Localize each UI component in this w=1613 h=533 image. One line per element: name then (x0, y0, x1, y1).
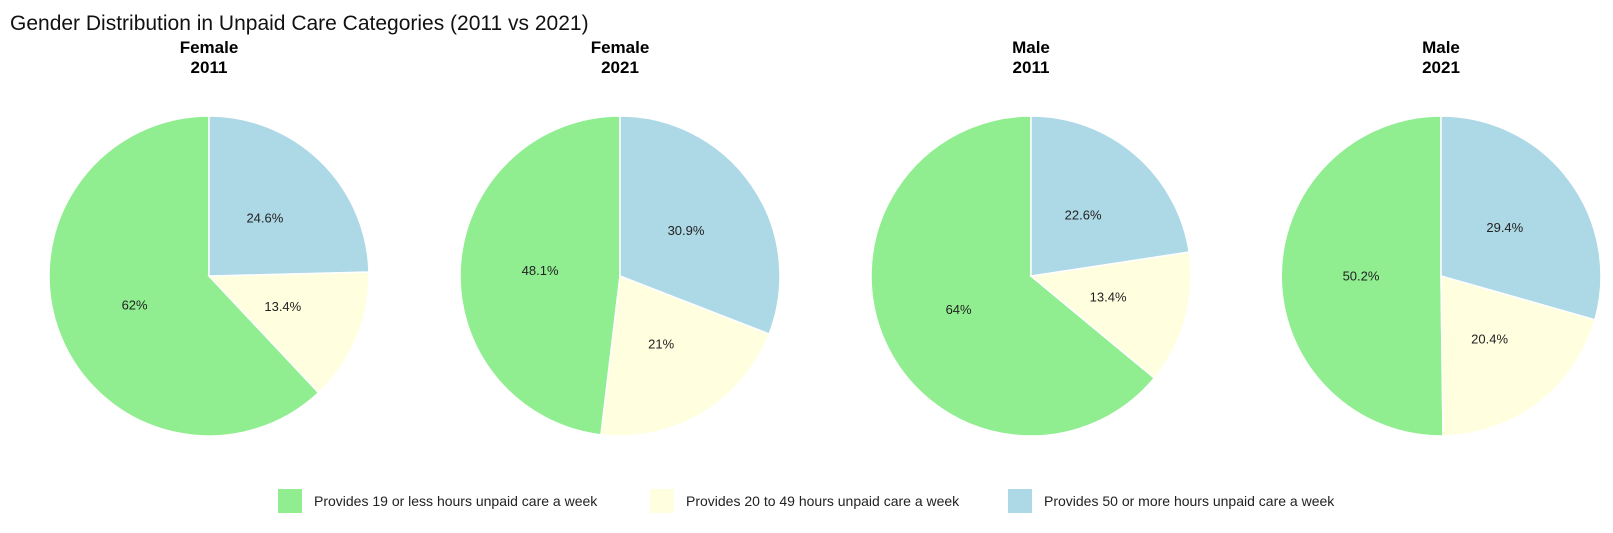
legend-item: Provides 19 or less hours unpaid care a … (278, 489, 598, 513)
panel-title-year: 2021 (1422, 58, 1460, 77)
panel-title-gender: Male (1012, 38, 1050, 57)
legend: Provides 19 or less hours unpaid care a … (278, 489, 1335, 513)
pie-slice (208, 115, 370, 277)
pie-slice (1440, 115, 1602, 321)
slice-label: 64% (946, 302, 972, 317)
legend-label: Provides 20 to 49 hours unpaid care a we… (686, 493, 960, 509)
panel-male-2011: Male 2011 64% 13.4% 22.6% (870, 38, 1192, 437)
chart-title: Gender Distribution in Unpaid Care Categ… (10, 12, 589, 35)
panel-female-2021: Female 2021 48.1% 21% 30.9% (459, 38, 781, 437)
legend-item: Provides 20 to 49 hours unpaid care a we… (650, 489, 960, 513)
slice-label: 50.2% (1343, 269, 1380, 284)
pie-slice (48, 115, 320, 437)
legend-label: Provides 19 or less hours unpaid care a … (314, 493, 598, 509)
slice-label: 29.4% (1486, 220, 1523, 235)
pie-slice (1280, 115, 1444, 437)
legend-swatch (278, 489, 302, 513)
slice-label: 62% (122, 297, 148, 312)
panel-title-year: 2011 (1013, 58, 1050, 77)
slice-label: 24.6% (246, 211, 283, 226)
slice-label: 48.1% (522, 263, 559, 278)
pie-slice (870, 115, 1156, 437)
pie-slice (1030, 115, 1191, 277)
slice-label: 30.9% (668, 223, 705, 238)
legend-item: Provides 50 or more hours unpaid care a … (1008, 489, 1335, 513)
panel-title-gender: Male (1422, 38, 1460, 57)
slice-label: 13.4% (1090, 289, 1127, 304)
pie-slice (1029, 251, 1192, 380)
legend-label: Provides 50 or more hours unpaid care a … (1044, 493, 1335, 509)
slice-label: 20.4% (1471, 332, 1508, 347)
pie-slice (207, 271, 370, 394)
panel-male-2021: Male 2021 50.2% 20.4% 29.4% (1280, 38, 1602, 437)
legend-swatch (650, 489, 674, 513)
panel-title-gender: Female (591, 38, 650, 57)
panel-title-year: 2021 (601, 58, 639, 77)
panel-title-gender: Female (180, 38, 239, 57)
pie-slice (459, 115, 621, 436)
legend-swatch (1008, 489, 1032, 513)
pie-slice (600, 274, 771, 437)
panel-female-2011: Female 2011 62% 13.4% 24.6% (48, 38, 370, 437)
pie-slice (619, 115, 781, 335)
slice-label: 21% (648, 337, 674, 352)
slice-label: 22.6% (1065, 207, 1102, 222)
pie-slice (1440, 275, 1596, 437)
slice-label: 13.4% (264, 299, 301, 314)
panel-title-year: 2011 (191, 58, 228, 77)
